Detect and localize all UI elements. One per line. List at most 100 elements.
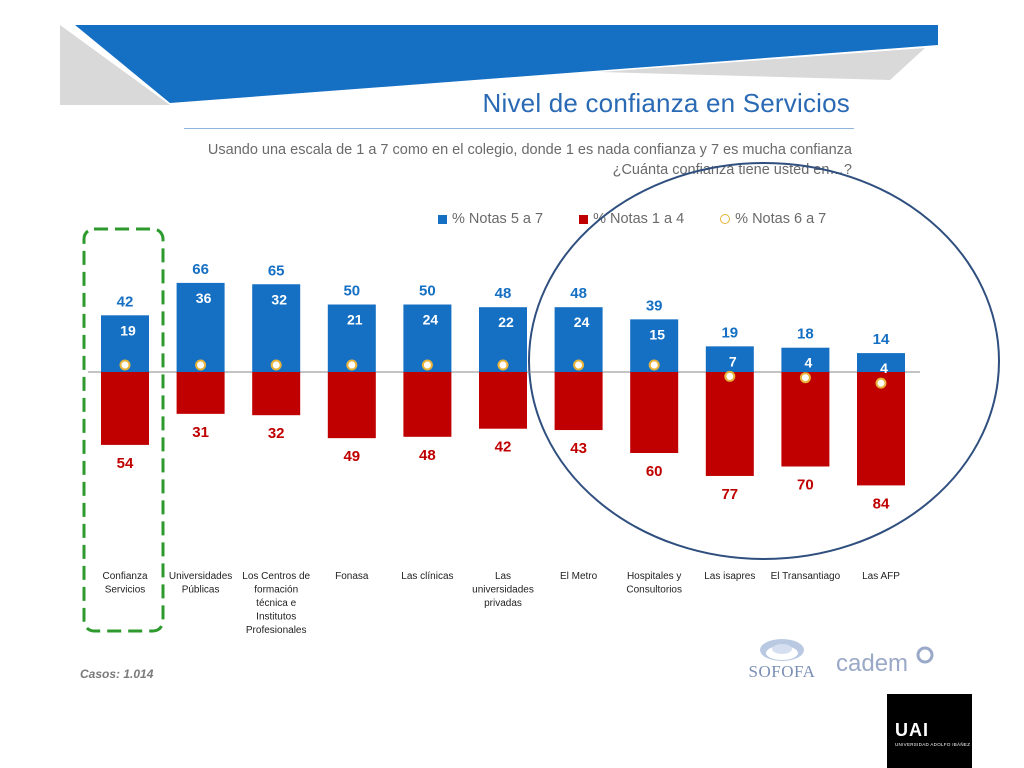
value-label-negative: 60 — [646, 463, 663, 480]
marker-top — [270, 359, 282, 371]
category-label: Públicas — [182, 585, 220, 596]
value-label-positive: 19 — [721, 324, 738, 341]
marker-top — [573, 359, 585, 371]
legend-item-positive: % Notas 5 a 7 — [438, 211, 543, 227]
value-label-negative: 42 — [495, 439, 512, 456]
cadem-circle-icon — [916, 646, 934, 664]
marker-top — [875, 377, 887, 389]
legend-label-top: % Notas 6 a 7 — [735, 211, 827, 227]
category-label: Consultorios — [626, 585, 682, 596]
bar-negative — [630, 372, 679, 453]
value-label-positive: 66 — [192, 261, 209, 278]
legend-item-negative: % Notas 1 a 4 — [579, 211, 684, 227]
bar-negative — [176, 372, 225, 414]
bar-positive — [252, 284, 301, 372]
bar-negative — [705, 372, 754, 476]
category-label: Universidades — [169, 571, 232, 582]
question-text: Usando una escala de 1 a 7 como en el co… — [208, 140, 852, 180]
value-label-top: 24 — [574, 314, 590, 330]
highlight-box — [82, 227, 165, 633]
marker-top — [421, 359, 433, 371]
bar-negative — [327, 372, 376, 439]
marker-top — [497, 359, 509, 371]
uai-subtext: UNIVERSIDAD ADOLFO IBÁÑEZ — [895, 742, 971, 747]
category-label: Confianza — [102, 571, 147, 582]
cadem-logo: cadem — [836, 646, 934, 678]
value-label-positive: 39 — [646, 297, 663, 314]
value-label-top: 24 — [423, 312, 439, 328]
category-label: Institutos — [256, 612, 296, 623]
bar-negative — [403, 372, 452, 437]
value-label-negative: 31 — [192, 424, 209, 441]
value-label-positive: 42 — [117, 293, 134, 310]
bar-negative — [857, 372, 905, 486]
category-label: universidades — [472, 585, 534, 596]
value-label-negative: 43 — [570, 440, 587, 457]
category-label: formación — [254, 585, 298, 596]
sofofa-logo: SOFOFA — [738, 636, 826, 684]
value-label-negative: 84 — [873, 495, 890, 512]
value-label-top: 15 — [649, 326, 665, 342]
bar-negative — [252, 372, 301, 416]
value-label-negative: 77 — [721, 486, 738, 503]
value-label-top: 4 — [880, 360, 888, 376]
legend-item-top: % Notas 6 a 7 — [720, 211, 826, 227]
bar-positive — [857, 353, 905, 372]
header-banner — [60, 25, 938, 105]
emphasis-circle — [528, 162, 1000, 560]
value-label-positive: 50 — [343, 283, 360, 300]
bar-positive — [781, 347, 830, 372]
marker-top — [346, 359, 358, 371]
category-label: Los Centros de — [242, 571, 310, 582]
value-label-positive: 48 — [495, 285, 512, 302]
value-label-negative: 32 — [268, 425, 285, 442]
value-label-top: 7 — [729, 353, 737, 369]
value-label-top: 4 — [805, 355, 813, 371]
value-label-negative: 48 — [419, 447, 436, 464]
sample-size: Casos: 1.014 — [80, 667, 154, 681]
cadem-wordmark: cadem — [836, 650, 909, 677]
sofofa-wordmark: SOFOFA — [748, 662, 816, 681]
marker-top — [195, 359, 207, 371]
marker-top — [724, 370, 736, 382]
uai-logo: UAI UNIVERSIDAD ADOLFO IBÁÑEZ — [887, 694, 972, 768]
category-label: El Transantiago — [771, 571, 841, 582]
value-label-top: 36 — [196, 290, 212, 306]
category-label: Profesionales — [246, 625, 307, 636]
legend-swatch-positive — [438, 214, 447, 224]
marker-top — [799, 372, 811, 384]
marker-top — [648, 359, 660, 371]
value-label-positive: 50 — [419, 283, 436, 300]
uai-mark: UAI — [895, 720, 929, 740]
sofofa-emblem-icon — [760, 639, 804, 661]
question-line-2: ¿Cuánta confianza tiene usted en…? — [612, 162, 852, 178]
chart-legend: % Notas 5 a 7 % Notas 1 a 4 % Notas 6 a … — [438, 211, 826, 227]
value-label-top: 22 — [498, 314, 514, 330]
value-label-negative: 49 — [343, 448, 360, 465]
page-title: Nivel de confianza en Servicios — [482, 88, 850, 118]
value-label-negative: 70 — [797, 477, 814, 494]
value-label-positive: 18 — [797, 326, 814, 343]
value-label-positive: 48 — [570, 285, 587, 302]
bar-negative — [479, 372, 527, 429]
marker-top — [119, 359, 131, 371]
category-label: El Metro — [560, 571, 598, 582]
bar-negative — [101, 372, 149, 445]
bar-positive — [176, 282, 225, 372]
legend-swatch-negative — [579, 214, 589, 224]
value-label-positive: 65 — [268, 262, 285, 279]
value-label-top: 19 — [120, 322, 136, 338]
value-label-positive: 14 — [873, 331, 890, 348]
category-label: Las clínicas — [401, 571, 453, 582]
bar-negative — [554, 372, 603, 431]
legend-swatch-top — [720, 214, 731, 224]
legend-label-positive: % Notas 5 a 7 — [452, 211, 544, 227]
value-label-negative: 54 — [117, 455, 134, 472]
value-label-top: 32 — [271, 291, 287, 307]
legend-label-negative: % Notas 1 a 4 — [593, 211, 685, 227]
value-label-top: 21 — [347, 312, 363, 328]
category-label: Las AFP — [862, 571, 900, 582]
category-label: Servicios — [105, 585, 146, 596]
category-label: Fonasa — [335, 571, 369, 582]
